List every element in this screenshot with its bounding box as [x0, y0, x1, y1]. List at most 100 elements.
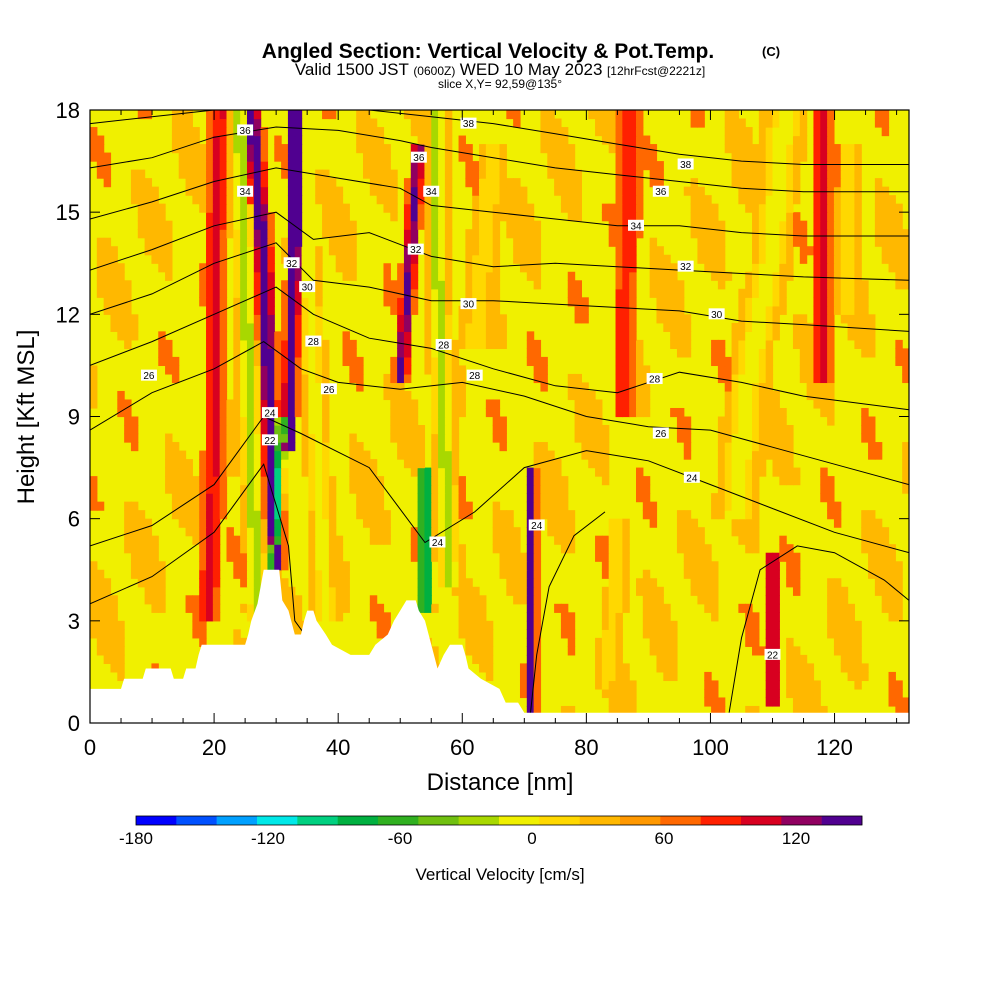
velocity-cell — [417, 442, 426, 452]
velocity-cell — [717, 246, 726, 256]
velocity-cell — [772, 629, 780, 639]
velocity-cell — [656, 263, 664, 273]
velocity-cell — [90, 578, 98, 588]
velocity-cell — [465, 305, 473, 315]
velocity-cell — [690, 186, 699, 196]
contour-label-30: 30 — [711, 310, 723, 321]
velocity-cell — [649, 646, 658, 656]
velocity-cell — [786, 144, 794, 154]
velocity-cell — [827, 322, 835, 332]
velocity-cell — [219, 382, 228, 392]
velocity-cell — [253, 169, 262, 179]
velocity-cell — [676, 518, 685, 528]
subtitle-valid: Valid 1500 JST — [295, 60, 409, 79]
velocity-cell — [902, 280, 909, 290]
velocity-cell — [533, 569, 542, 579]
velocity-cell — [813, 135, 821, 145]
velocity-cell — [765, 586, 774, 596]
velocity-cell — [758, 467, 767, 477]
velocity-cell — [601, 586, 610, 596]
velocity-cell — [683, 331, 692, 341]
velocity-cell — [792, 646, 801, 656]
velocity-cell — [765, 612, 774, 622]
velocity-cell — [403, 280, 412, 290]
velocity-cell — [752, 220, 760, 230]
velocity-cell — [847, 297, 855, 307]
velocity-cell — [792, 552, 801, 562]
velocity-cell — [601, 637, 610, 647]
velocity-cell — [895, 688, 903, 699]
velocity-cell — [431, 544, 439, 554]
velocity-cell — [513, 118, 521, 128]
velocity-cell — [485, 629, 494, 639]
velocity-cell — [444, 433, 453, 443]
velocity-cell — [274, 552, 282, 562]
velocity-cell — [772, 322, 780, 332]
velocity-cell — [199, 186, 207, 196]
velocity-cell — [267, 535, 275, 545]
velocity-cell — [560, 484, 569, 494]
y-tick-label: 3 — [68, 609, 80, 634]
velocity-cell — [451, 544, 460, 554]
velocity-cell — [431, 280, 439, 290]
velocity-cell — [636, 356, 644, 367]
velocity-cell — [246, 135, 255, 145]
velocity-cell — [615, 578, 623, 588]
velocity-cell — [854, 322, 862, 332]
velocity-cell — [479, 314, 487, 324]
velocity-cell — [417, 569, 426, 579]
velocity-cell — [260, 178, 269, 188]
velocity-cell — [601, 450, 610, 460]
velocity-cell — [274, 527, 282, 537]
velocity-cell — [240, 203, 248, 213]
velocity-cell — [144, 595, 153, 605]
velocity-cell — [833, 263, 842, 273]
velocity-cell — [240, 110, 248, 120]
velocity-cell — [806, 331, 815, 341]
velocity-cell — [595, 663, 603, 673]
velocity-cell — [110, 663, 118, 673]
velocity-cell — [820, 118, 828, 128]
velocity-cell — [424, 510, 432, 520]
velocity-cell — [758, 246, 767, 256]
velocity-cell — [212, 382, 221, 392]
velocity-cell — [206, 442, 214, 452]
velocity-cell — [485, 195, 494, 205]
x-tick-label: 120 — [816, 735, 853, 760]
velocity-cell — [765, 322, 774, 332]
velocity-cell — [704, 603, 712, 613]
velocity-cell — [902, 348, 909, 358]
velocity-cell — [246, 110, 255, 120]
velocity-cell — [533, 578, 542, 588]
velocity-cell — [356, 510, 364, 520]
velocity-cell — [799, 229, 808, 239]
velocity-cell — [165, 237, 173, 247]
velocity-cell — [185, 118, 193, 128]
velocity-cell — [840, 186, 849, 196]
velocity-cell — [833, 144, 842, 154]
velocity-cell — [772, 314, 780, 324]
velocity-cell — [233, 569, 241, 579]
velocity-cell — [533, 442, 542, 452]
velocity-cell — [738, 305, 746, 315]
velocity-cell — [533, 493, 542, 503]
velocity-cell — [554, 144, 562, 154]
velocity-cell — [130, 425, 139, 435]
velocity-cell — [465, 331, 473, 341]
velocity-cell — [226, 127, 234, 137]
velocity-cell — [253, 450, 262, 460]
velocity-cell — [738, 416, 746, 426]
velocity-cell — [472, 280, 480, 290]
velocity-cell — [431, 399, 439, 409]
velocity-cell — [479, 612, 487, 622]
velocity-cell — [840, 629, 849, 639]
velocity-cell — [499, 322, 507, 332]
velocity-cell — [895, 280, 903, 290]
velocity-cell — [267, 382, 275, 392]
velocity-cell — [397, 288, 405, 298]
velocity-cell — [868, 450, 876, 460]
velocity-cell — [615, 161, 623, 171]
velocity-cell — [96, 612, 105, 622]
velocity-cell — [595, 671, 603, 682]
velocity-cell — [281, 595, 289, 605]
